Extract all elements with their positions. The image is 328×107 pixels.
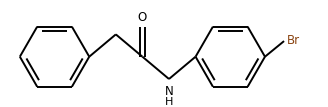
Text: H: H xyxy=(165,97,173,107)
Text: Br: Br xyxy=(286,34,299,47)
Text: O: O xyxy=(138,11,147,24)
Text: N: N xyxy=(165,85,174,98)
